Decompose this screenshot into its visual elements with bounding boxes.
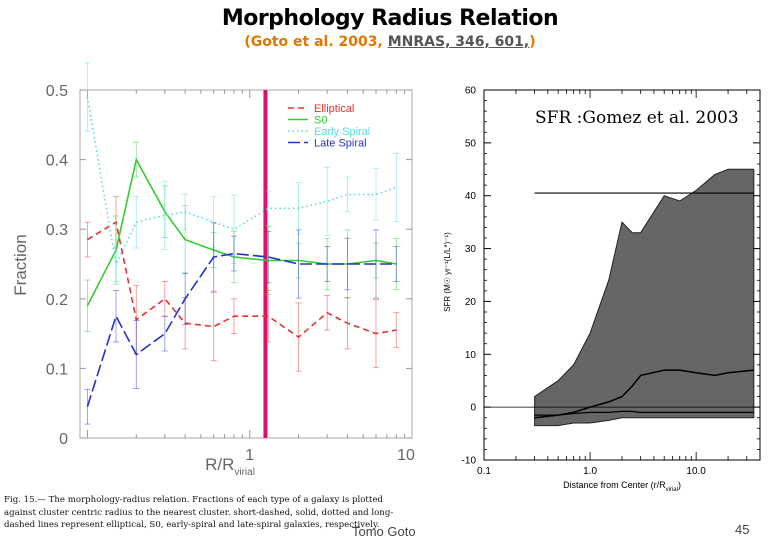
series-line-late_spiral (86, 252, 397, 407)
right-x-axis-label: Distance from Center (r/Rvirial) (563, 480, 681, 493)
citation: (Goto et al. 2003, MNRAS, 346, 601,) (0, 34, 780, 50)
right-x-tick-label-1: 1.0 (583, 466, 597, 477)
right-x-axis-label-close: ) (678, 480, 681, 490)
right-y-axis-label: SFR (M☉ yr⁻¹(L/L*)⁻¹) (443, 232, 452, 312)
slide-title: Morphology Radius Relation (221, 6, 559, 31)
right-x-axis-label-sub: virial (666, 487, 678, 493)
page-number: 45 (735, 522, 750, 537)
right-y-tick-label-2: 10 (465, 350, 477, 361)
right-x-axis-label-main: Distance from Center (r/R (563, 480, 666, 490)
right-y-tick-label-7: 60 (465, 86, 477, 97)
left-x-axis-label-main: R/R (205, 455, 234, 474)
right-y-tick-label-6: 50 (465, 138, 477, 149)
right-x-tick-label-0: 0.1 (477, 466, 491, 477)
right-y-tick-label-3: 20 (465, 297, 477, 308)
left-y-tick-label-3: 0.3 (46, 222, 68, 239)
legend-label-s0: S0 (314, 115, 327, 127)
left-plot-frame (79, 89, 413, 439)
citation-open: (Goto et al. 2003, (244, 34, 388, 50)
citation-close: ) (529, 34, 536, 50)
sfr-median-line (534, 369, 754, 419)
legend-label-elliptical: Elliptical (314, 103, 354, 115)
left-x-tick-label-0: 1 (245, 447, 254, 464)
citation-link[interactable]: MNRAS, 346, 601, (387, 34, 530, 50)
left-x-tick-label-1: 10 (397, 447, 415, 464)
left-x-axis-label: R/Rvirial (205, 455, 255, 478)
left-y-tick-label-4: 0.4 (46, 153, 68, 170)
left-y-axis-label: Fraction (11, 234, 30, 295)
left-y-tick-label-5: 0.5 (46, 83, 68, 100)
sfr-low-line (534, 410, 754, 416)
legend-label-early_spiral: Early Spiral (314, 126, 370, 138)
legend-label-late_spiral: Late Spiral (314, 138, 367, 150)
left-y-tick-label-0: 0 (59, 431, 68, 448)
right-y-tick-label-1: 0 (470, 403, 476, 414)
author-footer: Tomo Goto (352, 524, 416, 539)
left-y-tick-label-1: 0.1 (46, 361, 68, 378)
left-x-axis-label-sub: virial (234, 467, 255, 478)
sfr-chart-title: SFR :Gomez et al. 2003 (535, 108, 739, 128)
right-x-tick-label-2: 10.0 (686, 466, 706, 477)
right-y-tick-label-0: -10 (462, 456, 477, 467)
series-line-elliptical (86, 220, 397, 339)
figure-caption: Fig. 15.— The morphology-radius relation… (4, 495, 394, 531)
right-y-tick-label-4: 30 (465, 244, 477, 255)
sfr-band (534, 168, 755, 427)
right-y-tick-label-5: 40 (465, 191, 477, 202)
left-y-tick-label-2: 0.2 (46, 292, 68, 309)
